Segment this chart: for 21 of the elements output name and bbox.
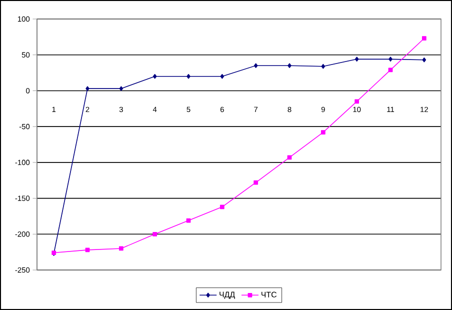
point bbox=[354, 56, 359, 62]
point bbox=[85, 248, 90, 252]
point bbox=[152, 74, 157, 79]
point bbox=[288, 63, 292, 68]
point bbox=[118, 246, 124, 251]
point bbox=[321, 64, 326, 69]
point bbox=[354, 99, 360, 104]
point bbox=[422, 36, 426, 41]
point bbox=[287, 155, 292, 160]
point bbox=[254, 180, 258, 185]
point bbox=[388, 68, 393, 72]
point bbox=[220, 74, 224, 79]
point bbox=[220, 204, 224, 210]
point bbox=[254, 63, 258, 68]
point bbox=[86, 86, 90, 91]
point bbox=[388, 56, 392, 62]
point bbox=[152, 232, 158, 236]
point bbox=[320, 130, 326, 135]
point bbox=[422, 57, 426, 62]
point bbox=[119, 86, 124, 91]
point bbox=[186, 74, 190, 79]
